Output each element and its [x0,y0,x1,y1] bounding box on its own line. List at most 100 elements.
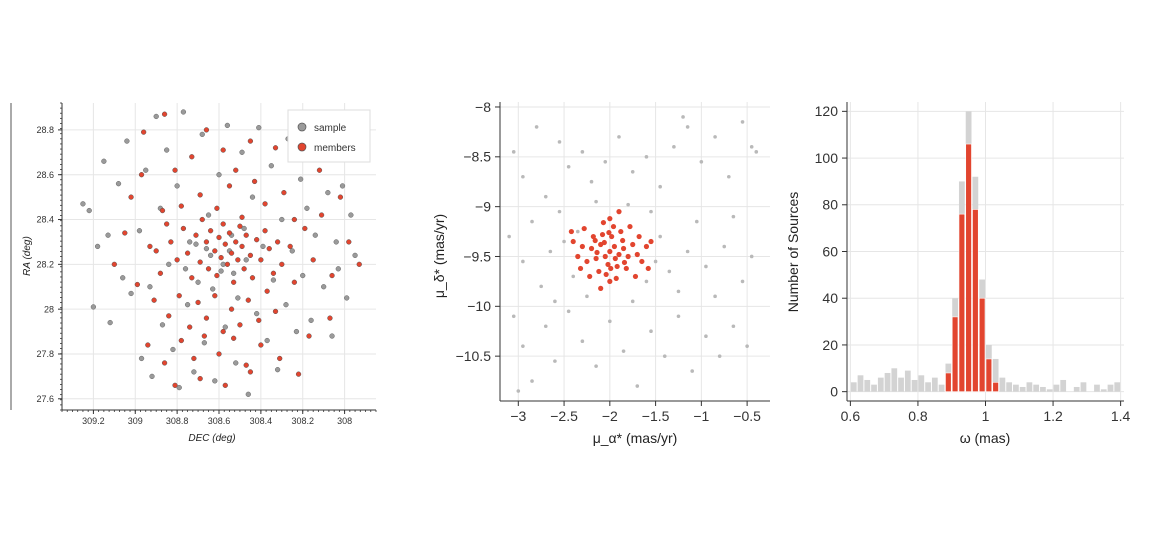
sample-point [222,324,228,330]
member-point [205,266,212,272]
member-point [231,279,237,285]
sample-point [344,295,350,301]
member-point [588,245,595,252]
x-tick-label: −1.5 [642,408,670,424]
sample-point [667,269,672,274]
sample-point [274,367,281,373]
member-point [166,313,172,319]
x-axis-title: DEC (deg) [188,433,235,444]
member-point [262,201,268,207]
member-point [272,145,279,151]
member-point [606,229,612,236]
grid [500,102,770,401]
sample-point [218,268,224,274]
y-tick-label: 80 [822,197,838,213]
member-point [220,221,226,227]
member-bar [945,372,952,392]
member-point [178,203,184,209]
sample-point [264,337,270,344]
member-point [140,129,147,135]
sample-point [245,391,251,397]
sample-point [740,120,745,124]
member-point [258,342,264,348]
member-point [187,324,193,330]
sample-point [681,115,685,119]
member-point [607,278,613,284]
sample-point [304,205,310,211]
sample-point [124,138,130,144]
member-point [147,243,153,250]
member-point [191,355,197,362]
sample-point [553,359,557,363]
sample-point [166,261,172,267]
sample-point [580,150,585,154]
y-tick-label: 20 [822,337,838,353]
sample-bar [1080,382,1087,392]
member-point [197,192,203,198]
sample-point [754,150,759,154]
legend-box [287,109,371,163]
sample-point [210,286,216,292]
sample-point [270,277,277,283]
member-point [327,315,333,321]
sample-point [201,340,207,346]
sample-point [694,219,699,224]
member-point [575,253,581,260]
sample-point [321,284,327,290]
x-tick-label: 308 [337,416,352,426]
sample-point [566,309,571,314]
sample-point [704,334,708,339]
member-point [231,335,237,341]
member-point [249,275,256,281]
sample-point [731,214,736,219]
sample-point [254,310,260,317]
x-tick-label: 1.4 [1111,408,1131,424]
member-point [602,253,608,260]
member-point [636,233,642,240]
member-point [151,297,157,303]
member-point [648,238,654,245]
member-point [189,275,195,281]
y-tick-label: 100 [815,150,839,166]
member-point [258,257,264,263]
member-point [584,258,590,265]
sample-point [216,172,222,178]
member-point [220,147,226,153]
member-point [239,243,245,250]
sample-point [176,384,182,391]
member-point [111,261,117,267]
x-tick-label: 1 [982,408,990,424]
sample-point [511,150,516,154]
member-bar [951,316,959,392]
sample-point [260,243,266,250]
member-point [625,253,631,260]
x-tick-label: 308.8 [166,416,189,426]
member-point [643,243,650,250]
sample-point [174,183,180,189]
member-point [218,254,224,261]
member-bar [978,297,986,392]
panel-ra-dec-scatter: 309.2 309 308.8 308.6 308.4 308.2 308 27.6 27.8 2… [10,102,377,444]
member-point [277,355,283,362]
sample-point [727,174,731,179]
sample-point [293,328,300,335]
y-tick-label: 60 [822,243,838,259]
legend-marker-members [297,142,307,152]
sample-point [511,314,516,319]
y-axis-title: Number of Sources [785,192,801,313]
sample-point [635,384,640,388]
member-point [176,293,182,299]
sample-point [575,229,580,234]
sample-bar [925,382,931,392]
sample-point [530,219,534,224]
sample-point [339,183,346,189]
member-point [570,238,576,245]
sample-point [136,228,143,234]
member-point [603,271,609,278]
member-point [203,315,210,321]
sample-point [539,284,543,289]
member-point [262,228,268,234]
member-bar [958,213,966,392]
sample-bar [1040,386,1046,392]
sample-bar [857,375,864,392]
